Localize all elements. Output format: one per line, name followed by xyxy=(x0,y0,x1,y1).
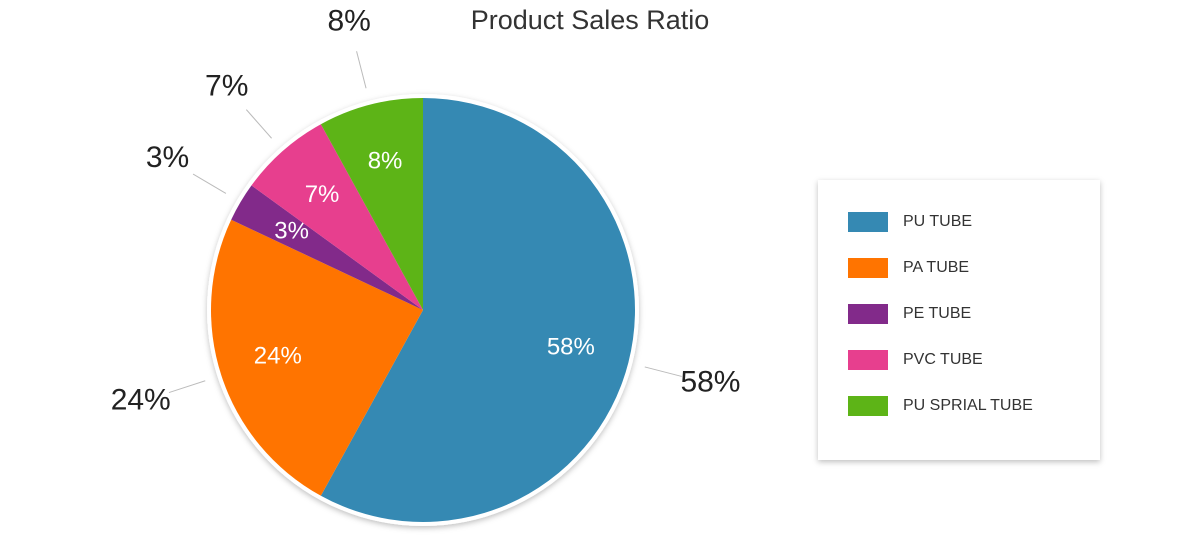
slice-label: 58% xyxy=(547,333,595,360)
legend-swatch xyxy=(848,258,888,278)
leader-line xyxy=(245,109,272,139)
pie-slice xyxy=(231,185,423,310)
legend-label: PVC TUBE xyxy=(903,351,983,368)
slice-label: 7% xyxy=(305,181,340,208)
outer-label: 58% xyxy=(680,366,740,399)
legend-label: PU SPRIAL TUBE xyxy=(903,397,1033,414)
leader-line xyxy=(644,366,682,377)
outer-label: 24% xyxy=(111,384,171,417)
legend-label: PU TUBE xyxy=(903,213,972,230)
pie-slice xyxy=(251,124,423,310)
outer-label: 8% xyxy=(328,4,371,37)
pie-slice xyxy=(211,219,423,496)
leader-line xyxy=(192,173,227,194)
slice-label: 8% xyxy=(368,147,403,174)
outer-label: 3% xyxy=(146,141,189,174)
chart-title: Product Sales Ratio xyxy=(471,5,710,35)
leader-line xyxy=(168,380,206,394)
legend-label: PE TUBE xyxy=(903,305,971,322)
legend-label: PA TUBE xyxy=(903,259,969,276)
legend-swatch xyxy=(848,396,888,416)
outer-label: 7% xyxy=(205,69,248,102)
pie-slice xyxy=(320,98,423,310)
leader-line xyxy=(356,51,367,89)
legend-swatch xyxy=(848,350,888,370)
legend-swatch xyxy=(848,304,888,324)
legend-swatch xyxy=(848,212,888,232)
pie-slice xyxy=(320,98,636,523)
slice-label: 24% xyxy=(254,343,302,370)
